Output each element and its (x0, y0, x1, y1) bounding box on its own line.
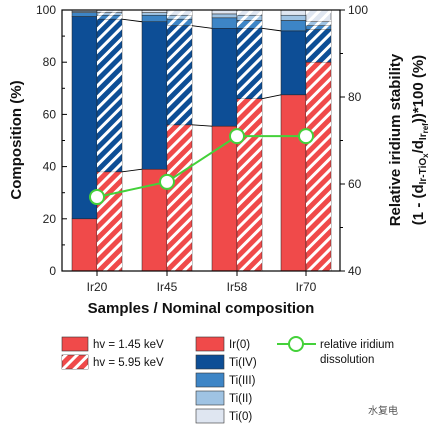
stability-line (96, 135, 306, 199)
bar-ir70-hv-low-ti0 (280, 9, 307, 16)
bar-ir58-hv-low-tiiv (211, 28, 238, 127)
right-tick-label-100: 100 (348, 3, 368, 17)
right-tick-label-40: 40 (348, 264, 362, 278)
left-tick-label-60: 60 (43, 107, 57, 121)
left-tick-label-40: 40 (43, 160, 57, 174)
bar-hatch-ir70-tiii (306, 21, 331, 26)
left-tick-label-20: 20 (43, 212, 57, 226)
x-axis-ticks: Ir20 Ir45 Ir58 Ir70 (87, 271, 317, 294)
bar-ir70-hv-low-tiii (280, 14, 307, 21)
connector-ti-0 (121, 18, 143, 23)
legend-label-ti0: Ti(0) (229, 411, 252, 423)
stability-point-ir20 (89, 189, 105, 206)
legend-swatch-hv-low (61, 336, 89, 352)
legend-label-ti4: Ti(IV) (229, 357, 257, 369)
bar-ir45-hv-low-tiiii (141, 14, 168, 22)
legend-swatch-ir0 (195, 336, 225, 352)
ylabel-r2-c: ))*100 (%) (410, 55, 427, 123)
bar-ir70-hv-low-tiiv (280, 30, 307, 96)
bar-hatch-ir45-ir0 (167, 124, 192, 271)
bar-hatch-ir20-tiii (97, 12, 122, 16)
stack-connectors (121, 18, 282, 173)
bar-hatch-ir45-tiiv (167, 25, 192, 125)
bar-hatch-ir20-ti0 (97, 10, 122, 13)
left-tick-label-100: 100 (36, 3, 56, 17)
right-tick-label-60: 60 (348, 177, 362, 191)
bar-ir70-hv-low-ir0 (280, 94, 307, 272)
x-tick-label-ir20: Ir20 (87, 280, 108, 294)
bar-hatch-ir20-tiiii (97, 15, 122, 20)
ylabel-r2-b: /d (410, 140, 427, 153)
right-axis-ticks: 40 60 80 100 (340, 3, 368, 278)
stability-line-layer (89, 128, 314, 206)
legend: hv = 1.45 keV hv = 5.95 keV Ir(0) Ti(IV)… (61, 336, 394, 424)
bar-ir58-hv-low-tiii (211, 13, 238, 19)
bars-layer (71, 9, 332, 272)
bar-hatch-ir45-ti0 (167, 10, 192, 16)
bar-ir58-hv-low-ir0 (211, 125, 238, 272)
bar-ir45-hv-low-tiii (141, 12, 168, 16)
bar-ir58-hv-low-tiiii (211, 17, 238, 29)
left-tick-label-0: 0 (49, 264, 56, 278)
legend-line-marker (288, 336, 304, 352)
connector-ir-2 (261, 94, 282, 100)
stability-point-ir45 (159, 173, 175, 190)
bar-ir70-hv-low-tiiii (280, 20, 307, 32)
ylabel-r2-sub2: Ir (418, 133, 429, 140)
y-axis-label-right-line2: (1 - (dIr-TiOx/dIrref))*100 (%) (410, 55, 430, 225)
legend-swatch-ti4 (195, 354, 225, 370)
bar-hatch-ir58-tiiv (237, 28, 262, 99)
legend-label-hv-low: hv = 1.45 keV (93, 339, 164, 351)
legend-label-hv-high: hv = 5.95 keV (93, 357, 164, 369)
bar-hatch-ir70-ti0 (306, 10, 331, 22)
legend-swatch-ti0 (195, 408, 225, 424)
x-tick-label-ir58: Ir58 (227, 280, 248, 294)
bar-hatch-ir58-ir0 (237, 98, 262, 272)
bar-hatch-ir58-tiii (237, 15, 262, 21)
ylabel-r2-sub1: Ir-TiO (418, 158, 429, 185)
x-axis-label: Samples / Nominal composition (88, 300, 315, 317)
connector-ir-1 (191, 124, 213, 127)
stability-point-ir58 (229, 128, 245, 145)
bar-hatch-ir20-ir0 (97, 171, 122, 271)
legend-label-ti3: Ti(III) (229, 375, 256, 387)
bar-ir20-hv-low-tiiv (71, 16, 98, 220)
ylabel-r2-subx: x (421, 153, 430, 158)
right-tick-label-80: 80 (348, 90, 362, 104)
legend-label-ti2: Ti(II) (229, 393, 252, 405)
bar-hatch-ir70-ir0 (306, 62, 331, 272)
connector-ti-1 (191, 25, 213, 29)
bar-hatch-ir58-ti0 (237, 10, 262, 16)
x-tick-label-ir45: Ir45 (157, 280, 178, 294)
watermark-text: 水复电 (368, 404, 398, 417)
ylabel-r2-a: (1 - (d (410, 184, 427, 225)
left-tick-label-80: 80 (43, 55, 57, 69)
bar-ir20-hv-low-ir0 (71, 218, 98, 272)
bar-hatch-ir58-tiiii (237, 20, 262, 29)
connector-ir-0 (121, 168, 143, 173)
legend-label-line-1: relative iridium (320, 339, 394, 351)
bar-hatch-ir45-tiii (167, 15, 192, 20)
bar-hatch-ir70-tiiv (306, 29, 331, 63)
connector-ti-2 (261, 27, 282, 32)
left-axis-ticks: 0 20 40 60 80 100 (36, 3, 67, 278)
legend-label-ir0: Ir(0) (229, 339, 250, 351)
ylabel-r2-subref: ref (421, 123, 430, 134)
legend-swatch-hv-high-hatch (62, 355, 88, 369)
bar-ir20-hv-low-tiiii (71, 12, 98, 17)
bar-hatch-ir70-tiiii (306, 25, 331, 30)
legend-label-line-2: dissolution (320, 354, 374, 366)
x-tick-label-ir70: Ir70 (296, 280, 317, 294)
stability-point-ir70 (298, 128, 314, 145)
legend-swatch-ti2 (195, 390, 225, 406)
legend-swatch-ti3 (195, 372, 225, 388)
y-axis-label-right-line1: Relative iridium stability (387, 53, 404, 226)
bar-hatch-ir45-tiiii (167, 19, 192, 26)
y-axis-label-left: Composition (%) (8, 80, 25, 199)
bar-hatch-ir20-tiiv (97, 19, 122, 172)
bar-ir45-hv-low-tiiv (141, 21, 168, 170)
